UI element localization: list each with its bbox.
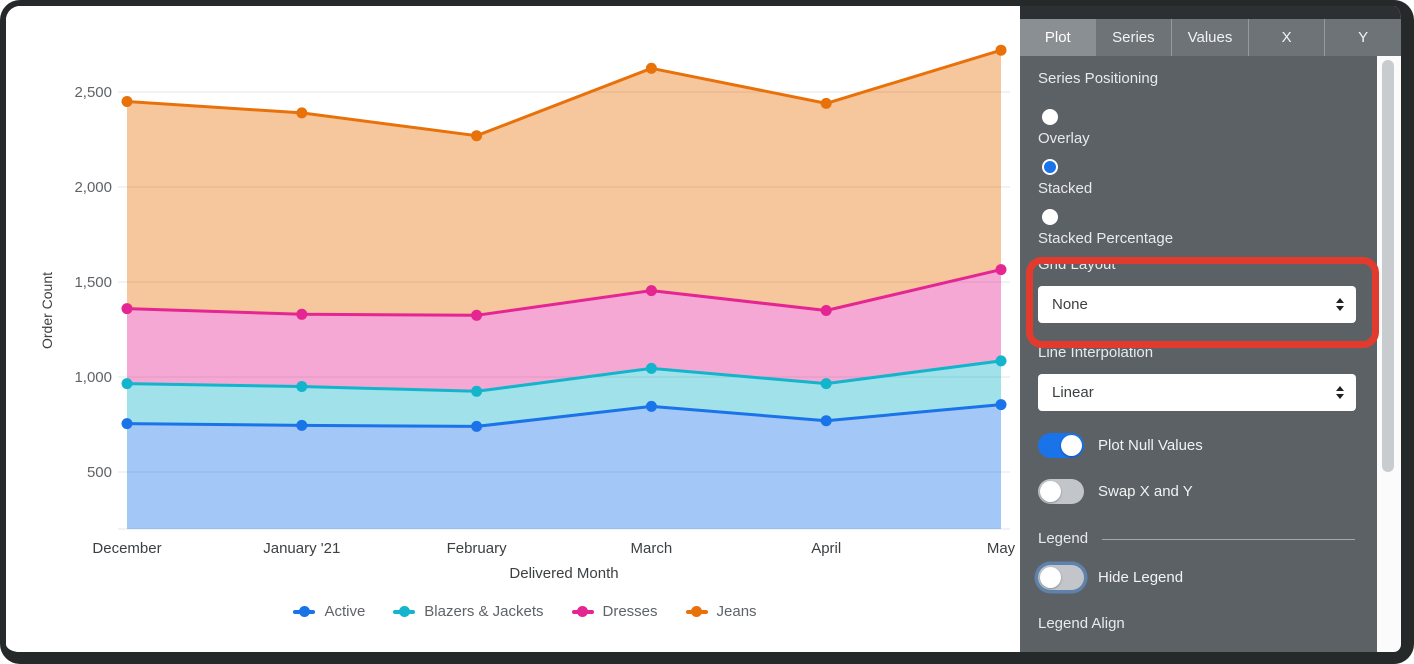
svg-text:February: February	[447, 540, 508, 557]
panel-scrollbar-track	[1377, 56, 1401, 652]
legend-item-jeans[interactable]: Jeans	[685, 603, 757, 620]
legend-label: Blazers & Jackets	[424, 603, 544, 620]
radio-option-stacked-percentage[interactable]: Stacked Percentage	[1038, 209, 1377, 248]
legend-section-header: Legend	[1038, 530, 1377, 548]
chart-area: 500 1,000 1,500 2,000 2,500 December January '…	[6, 6, 1020, 652]
legend-item-dresses[interactable]: Dresses	[571, 603, 658, 620]
panel-scrollbar-thumb[interactable]	[1382, 60, 1394, 472]
panel-tabbar: Plot Series Values X Y	[1020, 19, 1401, 56]
svg-text:Delivered Month: Delivered Month	[509, 565, 618, 582]
select-updown-icon	[1336, 298, 1344, 311]
svg-text:2,500: 2,500	[74, 84, 112, 101]
radio-circle-overlay[interactable]	[1042, 109, 1058, 125]
legend-label: Dresses	[602, 603, 658, 620]
stacked-area-chart: 500 1,000 1,500 2,000 2,500 December January '…	[39, 44, 1016, 582]
grid-layout-value: None	[1052, 296, 1088, 313]
svg-text:January '21: January '21	[263, 540, 340, 557]
radio-label-stacked: Stacked	[1038, 180, 1093, 197]
chart-legend: Active Blazers & Jackets Dresses Jeans	[6, 603, 1020, 620]
swap-x-y-toggle[interactable]	[1038, 479, 1084, 504]
legend-align-label: Legend Align	[1038, 615, 1125, 632]
series-positioning-label: Series Positioning	[1038, 70, 1159, 87]
section-divider	[1102, 538, 1355, 540]
swap-x-y-label: Swap X and Y	[1098, 483, 1193, 500]
hide-legend-toggle[interactable]	[1038, 565, 1084, 590]
radio-option-overlay[interactable]: Overlay	[1038, 109, 1377, 148]
select-updown-icon	[1336, 386, 1344, 399]
legend-label: Jeans	[716, 603, 757, 620]
toggle-knob	[1040, 481, 1061, 502]
radio-circle-stacked-percentage[interactable]	[1042, 209, 1058, 225]
svg-text:Order Count: Order Count	[39, 272, 55, 349]
hide-legend-label: Hide Legend	[1098, 569, 1184, 586]
svg-text:1,500: 1,500	[74, 274, 112, 291]
radio-label-overlay: Overlay	[1038, 130, 1090, 147]
legend-marker-icon	[293, 606, 316, 618]
toggle-knob	[1061, 435, 1082, 456]
tab-values[interactable]: Values	[1171, 19, 1248, 56]
radio-label-stacked-percentage: Stacked Percentage	[1038, 230, 1174, 247]
legend-item-blazers-jackets[interactable]: Blazers & Jackets	[393, 603, 544, 620]
svg-text:March: March	[631, 540, 673, 557]
tab-plot[interactable]: Plot	[1020, 19, 1096, 56]
grid-layout-select[interactable]: None	[1038, 286, 1356, 323]
settings-panel: Plot Series Values X Y Series Positionin…	[1020, 6, 1401, 652]
plot-null-values-label: Plot Null Values	[1098, 437, 1203, 454]
legend-marker-icon	[393, 606, 416, 618]
legend-section-label: Legend	[1038, 530, 1089, 547]
radio-circle-stacked-selected[interactable]	[1042, 159, 1058, 175]
line-interpolation-select[interactable]: Linear	[1038, 374, 1356, 411]
legend-label: Active	[324, 603, 366, 620]
legend-marker-icon	[685, 606, 708, 618]
svg-text:1,000: 1,000	[74, 369, 112, 386]
panel-body: Series Positioning Overlay Stacked Stack…	[1020, 56, 1377, 652]
plot-null-values-row: Plot Null Values	[1038, 433, 1377, 458]
legend-item-active[interactable]: Active	[293, 603, 365, 620]
svg-text:May: May	[987, 540, 1016, 557]
svg-text:500: 500	[87, 464, 112, 481]
legend-marker-icon	[571, 606, 594, 618]
svg-text:2,000: 2,000	[74, 179, 112, 196]
hide-legend-row: Hide Legend	[1038, 564, 1377, 591]
tab-x[interactable]: X	[1247, 19, 1325, 56]
plot-null-values-toggle[interactable]	[1038, 433, 1084, 458]
tab-series[interactable]: Series	[1112, 29, 1155, 46]
line-interpolation-label: Line Interpolation	[1038, 344, 1154, 361]
toggle-knob	[1040, 567, 1061, 588]
svg-text:April: April	[811, 540, 841, 557]
swap-x-y-row: Swap X and Y	[1038, 479, 1377, 504]
radio-option-stacked[interactable]: Stacked	[1038, 159, 1377, 198]
tab-y[interactable]: Y	[1324, 19, 1401, 56]
line-interpolation-value: Linear	[1052, 384, 1094, 401]
svg-text:December: December	[92, 540, 161, 557]
grid-layout-label: Grid Layout	[1038, 256, 1116, 273]
